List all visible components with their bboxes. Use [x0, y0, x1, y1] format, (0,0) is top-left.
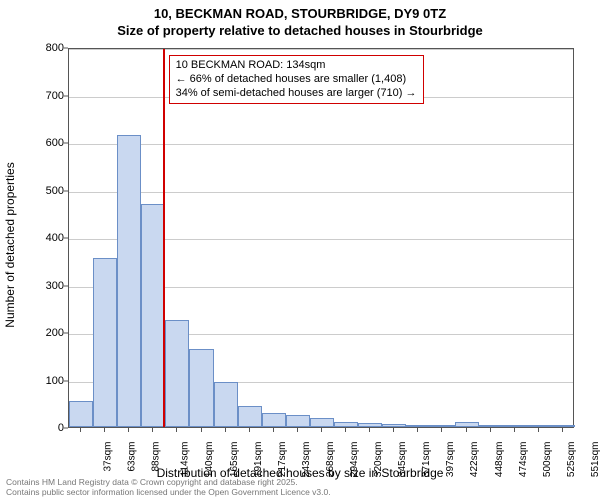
- x-tick-label: 63sqm: [127, 442, 138, 472]
- y-tick-label: 600: [46, 137, 64, 149]
- x-tick-label: 397sqm: [445, 442, 456, 478]
- y-tick-label: 400: [46, 232, 64, 244]
- x-tick-label: 525sqm: [566, 442, 577, 478]
- x-tick: [201, 428, 202, 432]
- annotation-box: 10 BECKMAN ROAD: 134sqm← 66% of detached…: [169, 55, 424, 104]
- x-tick: [466, 428, 467, 432]
- x-tick: [441, 428, 442, 432]
- y-tick-label: 700: [46, 90, 64, 102]
- histogram-bar: [262, 413, 286, 427]
- x-tick: [417, 428, 418, 432]
- y-tick: [64, 380, 68, 381]
- x-tick: [393, 428, 394, 432]
- x-tick-label: 474sqm: [518, 442, 529, 478]
- histogram-bar: [527, 425, 551, 427]
- x-tick: [321, 428, 322, 432]
- histogram-bar: [551, 425, 575, 427]
- chart-title-block: 10, BECKMAN ROAD, STOURBRIDGE, DY9 0TZ S…: [0, 0, 600, 40]
- x-tick: [249, 428, 250, 432]
- x-tick-label: 422sqm: [470, 442, 481, 478]
- x-tick: [490, 428, 491, 432]
- y-axis-title: Number of detached properties: [3, 162, 17, 327]
- x-tick: [369, 428, 370, 432]
- x-tick-label: 448sqm: [494, 442, 505, 478]
- footer-attribution: Contains HM Land Registry data © Crown c…: [6, 478, 331, 498]
- x-tick: [152, 428, 153, 432]
- y-tick: [64, 285, 68, 286]
- x-tick: [80, 428, 81, 432]
- x-tick: [538, 428, 539, 432]
- grid-line: [69, 144, 573, 145]
- histogram-bar: [214, 382, 238, 427]
- x-tick-label: 371sqm: [421, 442, 432, 478]
- x-tick-label: 294sqm: [349, 442, 360, 478]
- x-tick-label: 243sqm: [301, 442, 312, 478]
- x-tick-label: 217sqm: [277, 442, 288, 478]
- x-tick-label: 268sqm: [325, 442, 336, 478]
- x-tick: [176, 428, 177, 432]
- footer-line2: Contains public sector information licen…: [6, 488, 331, 498]
- y-tick: [64, 143, 68, 144]
- histogram-bar: [117, 135, 141, 427]
- x-tick: [562, 428, 563, 432]
- chart-title-line2: Size of property relative to detached ho…: [0, 23, 600, 40]
- x-tick: [128, 428, 129, 432]
- x-tick-label: 320sqm: [373, 442, 384, 478]
- x-tick: [345, 428, 346, 432]
- annotation-line3: 34% of semi-detached houses are larger (…: [176, 87, 417, 101]
- x-tick: [514, 428, 515, 432]
- annotation-line1: 10 BECKMAN ROAD: 134sqm: [176, 59, 417, 73]
- x-tick-label: 114sqm: [180, 442, 191, 477]
- histogram-bar: [238, 406, 262, 427]
- y-tick: [64, 333, 68, 334]
- x-tick-label: 88sqm: [151, 442, 162, 472]
- histogram-bar: [93, 258, 117, 427]
- x-tick-label: 345sqm: [397, 442, 408, 478]
- grid-line: [69, 192, 573, 193]
- y-tick: [64, 48, 68, 49]
- y-tick-label: 200: [46, 327, 64, 339]
- grid-line: [69, 49, 573, 50]
- histogram-bar: [69, 401, 93, 427]
- y-tick-label: 100: [46, 375, 64, 387]
- chart-title-line1: 10, BECKMAN ROAD, STOURBRIDGE, DY9 0TZ: [0, 6, 600, 23]
- reference-line: [163, 49, 165, 427]
- chart-plot-area: 10 BECKMAN ROAD: 134sqm← 66% of detached…: [68, 48, 574, 428]
- histogram-bar: [189, 349, 213, 427]
- y-tick-label: 300: [46, 280, 64, 292]
- y-tick: [64, 238, 68, 239]
- histogram-bar: [503, 425, 527, 427]
- histogram-bar: [479, 425, 503, 427]
- histogram-bar: [286, 415, 310, 427]
- y-tick: [64, 190, 68, 191]
- x-tick-label: 165sqm: [229, 442, 240, 478]
- x-tick: [297, 428, 298, 432]
- annotation-line2: ← 66% of detached houses are smaller (1,…: [176, 73, 417, 87]
- y-tick: [64, 95, 68, 96]
- x-tick: [273, 428, 274, 432]
- x-tick: [225, 428, 226, 432]
- histogram-bar: [406, 425, 430, 427]
- x-tick-label: 191sqm: [253, 442, 264, 478]
- x-tick-label: 37sqm: [103, 442, 114, 472]
- x-tick-label: 140sqm: [205, 442, 216, 478]
- histogram-bar: [382, 424, 406, 427]
- y-tick-label: 800: [46, 42, 64, 54]
- x-tick-label: 500sqm: [542, 442, 553, 478]
- y-tick-label: 500: [46, 185, 64, 197]
- histogram-bar: [310, 418, 334, 428]
- histogram-bar: [165, 320, 189, 427]
- y-tick: [64, 428, 68, 429]
- histogram-bar: [334, 422, 358, 427]
- x-tick: [104, 428, 105, 432]
- histogram-bar: [430, 425, 454, 427]
- histogram-bar: [455, 422, 479, 427]
- histogram-bar: [358, 423, 382, 427]
- x-tick-label: 551sqm: [590, 442, 600, 478]
